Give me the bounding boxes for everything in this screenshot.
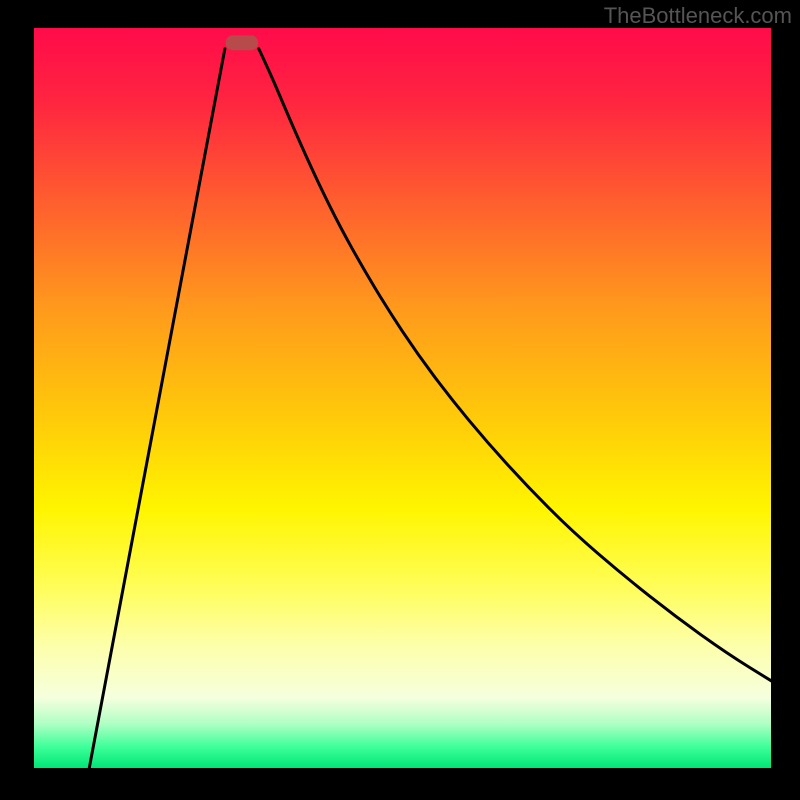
- plot-area: [34, 28, 771, 768]
- chart-svg: [34, 28, 771, 768]
- gradient-background: [34, 28, 771, 768]
- chart-container: TheBottleneck.com: [0, 0, 800, 800]
- watermark-text: TheBottleneck.com: [604, 3, 792, 29]
- valley-marker: [226, 35, 258, 50]
